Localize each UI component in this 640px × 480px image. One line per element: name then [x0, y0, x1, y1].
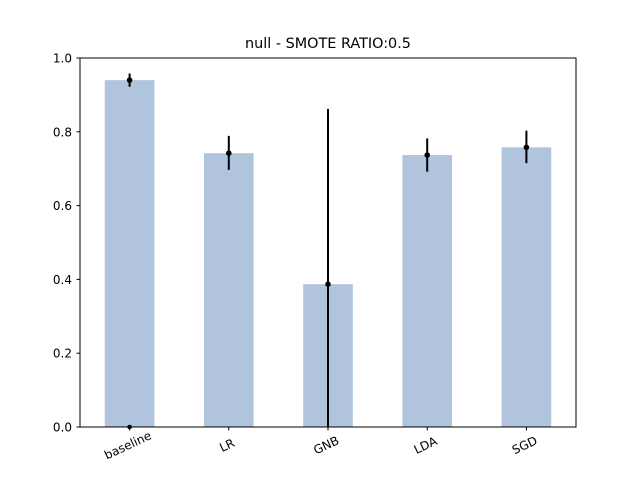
- mean-point-baseline: [126, 77, 133, 83]
- mean-point-gnb: [325, 281, 331, 287]
- bar-baseline: [104, 80, 155, 427]
- y-tick-label: 0.8: [53, 125, 72, 139]
- plot-frame: [79, 57, 577, 428]
- y-tick-label: 0.4: [53, 273, 72, 287]
- mean-point-lr: [226, 150, 232, 157]
- y-tick-label: 0.2: [53, 347, 72, 361]
- bars-layer: [104, 80, 552, 427]
- error-bars-layer: [126, 73, 530, 430]
- mean-point-lda: [424, 152, 431, 158]
- chart-title: null - SMOTE RATIO:0.5: [245, 36, 411, 52]
- bar-lda: [402, 155, 452, 427]
- y-tick-label: 0.6: [53, 199, 72, 213]
- x-tick-label: LR: [217, 436, 237, 455]
- bar-sgd: [501, 147, 552, 427]
- y-tick-label: 0.0: [53, 421, 72, 435]
- y-tick-label: 1.0: [53, 52, 72, 66]
- bar-lr: [204, 153, 254, 427]
- mean-point-sgd: [523, 144, 530, 151]
